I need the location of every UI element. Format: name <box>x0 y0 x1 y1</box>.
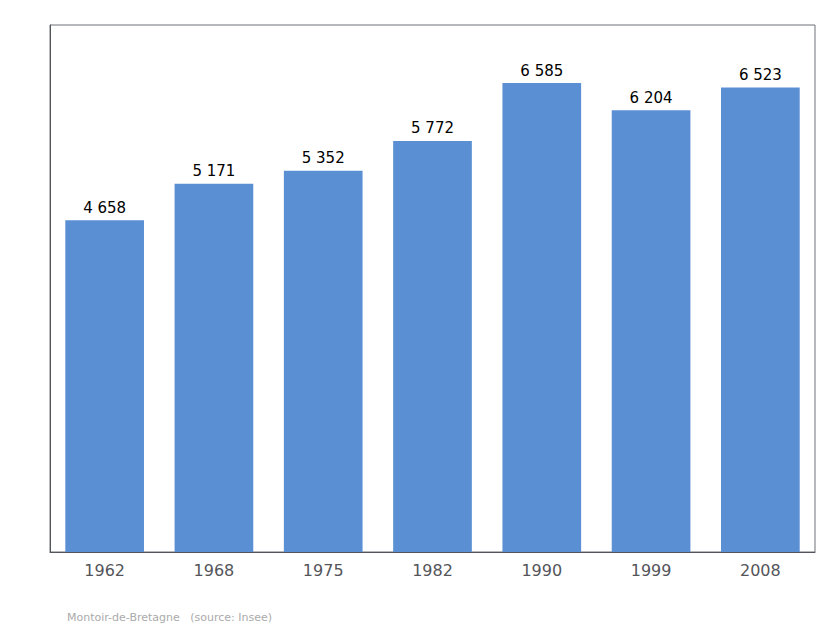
svg-text:4 658: 4 658 <box>83 199 126 217</box>
svg-text:1962: 1962 <box>84 561 125 580</box>
svg-text:Montoir-de-Bretagne (source:: Montoir-de-Bretagne (source: Insee) <box>67 611 272 624</box>
svg-text:1982: 1982 <box>412 561 453 580</box>
svg-text:2008: 2008 <box>740 561 781 580</box>
svg-text:6 204: 6 204 <box>630 89 673 107</box>
svg-text:1999: 1999 <box>631 561 672 580</box>
svg-text:1968: 1968 <box>194 561 235 580</box>
svg-text:5 352: 5 352 <box>302 149 345 167</box>
svg-text:5 772: 5 772 <box>411 119 454 137</box>
svg-text:6 585: 6 585 <box>520 62 563 80</box>
svg-text:6 523: 6 523 <box>739 66 782 84</box>
svg-text:1990: 1990 <box>521 561 562 580</box>
svg-text:1975: 1975 <box>303 561 344 580</box>
svg-text:5 171: 5 171 <box>192 162 235 180</box>
